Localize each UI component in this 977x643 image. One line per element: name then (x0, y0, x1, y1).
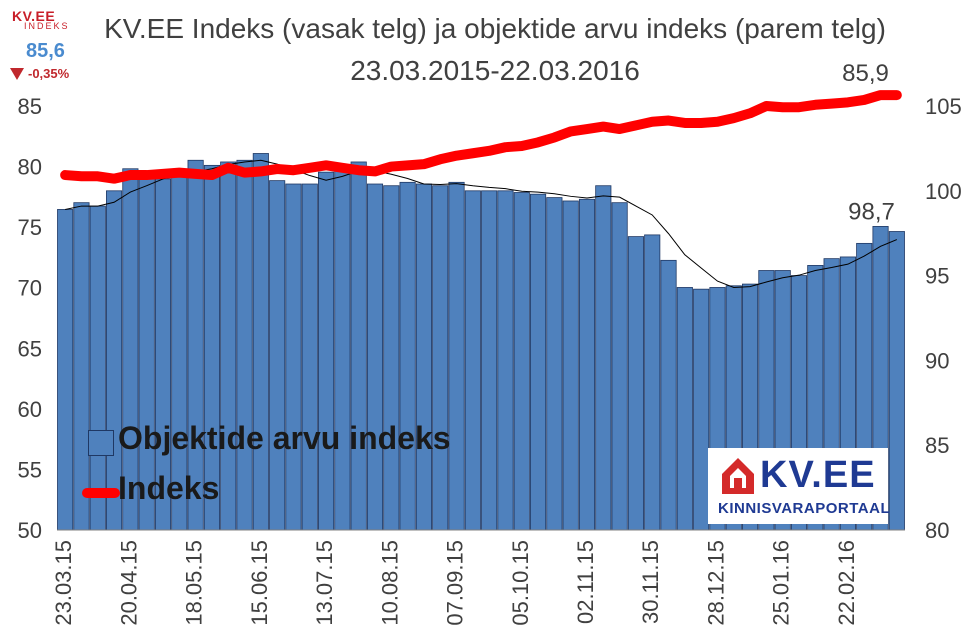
kv-logo: KV.EE KINNISVARAPORTAAL (708, 448, 891, 524)
bar (513, 192, 530, 531)
bar (497, 190, 514, 531)
bar (464, 190, 481, 531)
bar (334, 164, 351, 531)
y-right-tick-label: 85 (925, 433, 949, 458)
house-icon (722, 458, 754, 494)
legend-label-line: Indeks (118, 470, 220, 506)
bar (660, 259, 677, 531)
index-line (60, 90, 902, 184)
bar (236, 159, 253, 531)
x-tick-label: 07.09.15 (443, 540, 468, 626)
bar (627, 236, 644, 531)
bar (481, 190, 498, 531)
chart-title: KV.EE Indeks (vasak telg) ja objektide a… (104, 13, 886, 86)
index-value: 85,6 (26, 40, 65, 62)
bar (57, 209, 74, 531)
bar (269, 180, 286, 531)
legend-swatch-line (82, 488, 120, 498)
x-tick-label: 18.05.15 (182, 540, 207, 626)
legend-swatch-bars (88, 430, 114, 456)
down-arrow-icon (10, 68, 24, 80)
bar (644, 234, 661, 531)
y-left-tick-label: 75 (18, 215, 42, 240)
bars-last-label: 98,7 (848, 199, 895, 226)
kv-index-widget: KV.EE INDEKS 85,6 -0,35% (10, 8, 92, 88)
bar (415, 183, 432, 531)
y-right-tick-label: 90 (925, 348, 949, 373)
y-left-tick-label: 80 (18, 155, 42, 180)
bar (546, 197, 563, 531)
bar (562, 200, 579, 531)
index-last-label: 85,9 (842, 60, 889, 87)
index-change: -0,35% (10, 66, 69, 81)
y-right-tick-label: 100 (925, 179, 962, 204)
bar (578, 198, 596, 531)
bar (432, 185, 449, 531)
x-tick-label: 02.11.15 (573, 540, 598, 624)
logo-name: KV.EE (760, 454, 876, 496)
x-tick-label: 25.01.16 (769, 540, 794, 626)
x-tick-label: 20.04.15 (116, 540, 141, 626)
bar (73, 202, 90, 531)
bar (383, 185, 400, 531)
x-tick-label: 13.07.15 (312, 540, 337, 626)
bar (318, 171, 335, 531)
x-tick-label: 30.11.15 (638, 540, 663, 624)
y-left-tick-label: 55 (18, 457, 42, 482)
bar (399, 181, 416, 531)
brand-logo-subtitle: INDEKS (24, 21, 70, 31)
bar (366, 183, 384, 531)
bar (89, 205, 106, 531)
x-tick-label: 28.12.15 (703, 540, 728, 626)
bar (693, 288, 710, 531)
logo-subtitle: KINNISVARAPORTAAL (718, 500, 891, 517)
y-left-tick-label: 65 (18, 336, 42, 361)
bar (220, 161, 237, 531)
index-change-text: -0,35% (28, 66, 70, 81)
bar (301, 183, 318, 531)
y-right-tick-label: 95 (925, 264, 949, 289)
x-tick-label: 10.08.15 (377, 540, 402, 626)
y-left-tick-label: 85 (18, 94, 42, 119)
bar (252, 153, 269, 531)
bar (611, 202, 628, 531)
bar (676, 287, 693, 531)
y-left-tick-label: 60 (18, 397, 42, 422)
bar (595, 185, 612, 531)
x-tick-label: 23.03.15 (51, 540, 76, 626)
x-tick-label: 05.10.15 (508, 540, 533, 626)
bar (448, 181, 465, 531)
x-tick-label: 22.02.16 (834, 540, 859, 626)
y-right-tick-label: 105 (925, 94, 962, 119)
y-left-tick-label: 70 (18, 276, 42, 301)
brand-logo: KV.EE (12, 8, 56, 24)
bar (285, 183, 302, 531)
y-left-tick-label: 50 (18, 518, 42, 543)
bar (888, 231, 905, 531)
bar (350, 161, 367, 531)
bar (530, 193, 547, 531)
y-right-tick-label: 80 (925, 518, 949, 543)
x-tick-label: 15.06.15 (247, 540, 272, 626)
legend-label-bars: Objektide arvu indeks (118, 420, 451, 456)
